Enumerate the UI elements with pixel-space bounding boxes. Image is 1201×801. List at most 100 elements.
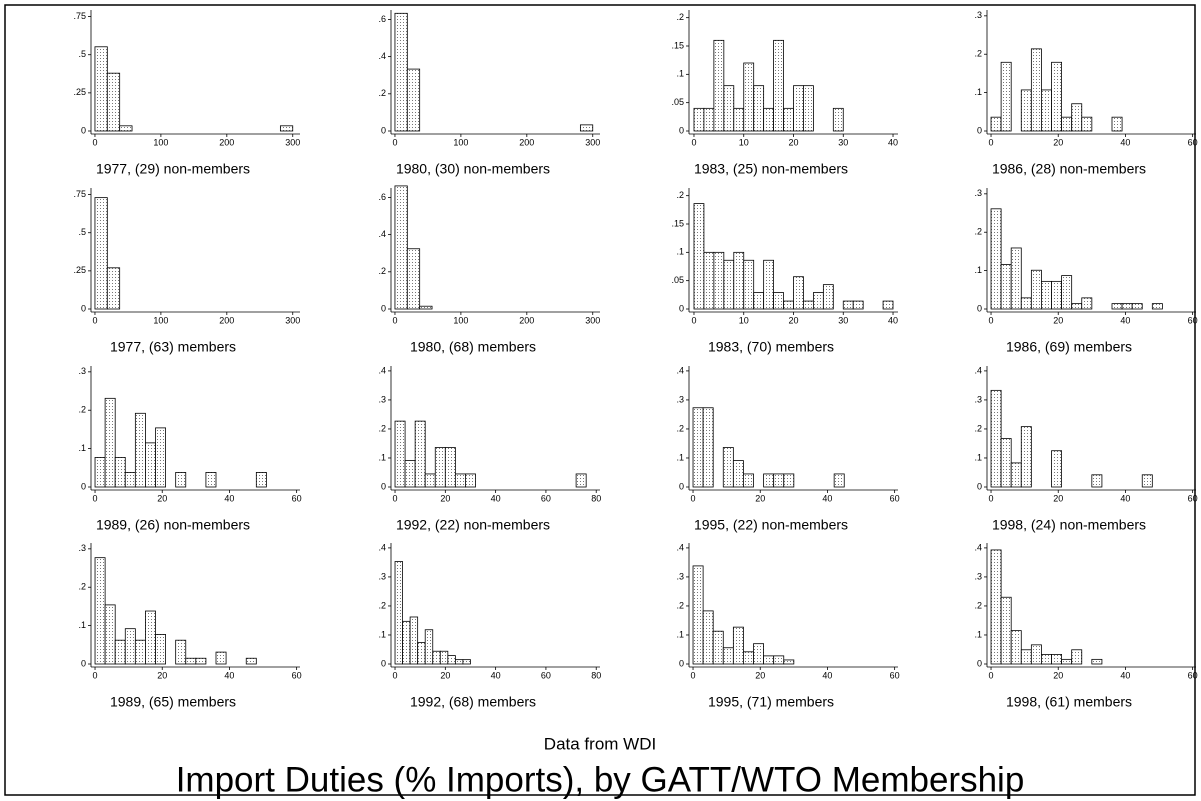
y-tick-label: .2 (78, 582, 86, 592)
bar (419, 305, 433, 310)
bar (104, 604, 116, 665)
bar (447, 655, 456, 665)
bar (444, 447, 456, 488)
bar (104, 397, 116, 488)
bar (1020, 89, 1032, 132)
bar (732, 626, 744, 665)
bar (1131, 303, 1143, 310)
x-tick-label: 0 (691, 315, 696, 325)
bar (1041, 280, 1052, 310)
bar (882, 300, 894, 310)
bar (1000, 596, 1012, 665)
x-tick-label: 20 (440, 670, 450, 680)
bar (579, 124, 594, 132)
bar (1111, 303, 1123, 310)
y-tick-label: .15 (671, 218, 684, 228)
y-tick-label: .4 (676, 542, 684, 552)
y-tick-label: .25 (73, 87, 86, 97)
y-tick-label: .4 (378, 542, 386, 552)
y-tick-label: .1 (378, 629, 386, 639)
y-tick-label: .2 (676, 600, 684, 610)
bar (402, 620, 411, 665)
bar (783, 300, 794, 310)
y-tick-label: .2 (78, 405, 86, 415)
y-tick-label: 0 (81, 481, 86, 491)
x-tick-label: 200 (219, 315, 234, 325)
bar (1020, 297, 1032, 310)
panel-caption: 1998, (24) non-members (992, 517, 1146, 533)
bar (733, 251, 745, 310)
y-tick-label: 0 (977, 125, 982, 135)
y-tick-label: 0 (977, 481, 982, 491)
bar (723, 259, 735, 310)
bar (693, 107, 705, 132)
y-tick-label: .3 (974, 571, 982, 581)
y-tick-label: .6 (378, 14, 386, 24)
panel-caption: 1986, (28) non-members (992, 161, 1146, 177)
bar (114, 457, 126, 488)
panel-caption: 1989, (26) non-members (96, 517, 250, 533)
y-tick-label: .2 (378, 88, 386, 98)
bar (813, 292, 824, 310)
y-tick-label: .2 (378, 266, 386, 276)
x-tick-label: 30 (838, 315, 848, 325)
bar (106, 72, 121, 132)
bar (773, 473, 785, 488)
x-tick-label: 60 (292, 493, 302, 503)
bar (1051, 654, 1062, 665)
bar (833, 473, 845, 488)
bar (424, 473, 436, 488)
bar (106, 267, 121, 310)
x-tick-label: 40 (224, 670, 234, 680)
y-tick-label: .1 (974, 265, 982, 275)
bar (803, 300, 814, 310)
bar (404, 460, 416, 488)
x-tick-label: 60 (890, 670, 900, 680)
bar (134, 412, 146, 488)
x-tick-label: 200 (219, 137, 234, 147)
bar (1020, 649, 1032, 665)
x-tick-label: 20 (1053, 137, 1063, 147)
y-tick-label: .1 (974, 452, 982, 462)
x-tick-label: 300 (585, 137, 600, 147)
x-tick-label: 30 (838, 137, 848, 147)
x-tick-label: 60 (1188, 670, 1198, 680)
panel-caption: 1992, (68) members (410, 694, 536, 710)
bar (1010, 462, 1022, 488)
x-tick-label: 20 (1053, 670, 1063, 680)
bar (1000, 264, 1012, 310)
x-tick-label: 20 (1053, 493, 1063, 503)
bar (692, 407, 704, 488)
bar (723, 85, 735, 132)
bar (743, 62, 755, 132)
x-tick-label: 40 (491, 670, 501, 680)
bar (1051, 450, 1062, 488)
bar (1091, 474, 1103, 488)
y-tick-label: .4 (974, 542, 982, 552)
bar (215, 651, 227, 665)
bar (205, 472, 217, 488)
bar (722, 447, 734, 488)
x-tick-label: 60 (541, 670, 551, 680)
bar (1111, 116, 1123, 132)
y-tick-label: .4 (378, 365, 386, 375)
bar (417, 642, 426, 665)
x-tick-label: 300 (285, 315, 300, 325)
bar (753, 292, 765, 310)
x-tick-label: 100 (153, 315, 168, 325)
bar (406, 248, 421, 310)
panel-caption: 1998, (61) members (1006, 694, 1132, 710)
bar (990, 389, 1002, 488)
bar (832, 107, 844, 132)
y-tick-label: 0 (977, 658, 982, 668)
bar (279, 125, 294, 132)
y-tick-label: 0 (81, 125, 86, 135)
y-tick-label: 0 (381, 125, 386, 135)
bar (406, 68, 421, 132)
bar (114, 639, 126, 665)
y-tick-label: .1 (676, 629, 684, 639)
bar (803, 85, 814, 132)
y-tick-label: .3 (974, 394, 982, 404)
x-tick-label: 300 (285, 137, 300, 147)
bar (773, 39, 784, 132)
